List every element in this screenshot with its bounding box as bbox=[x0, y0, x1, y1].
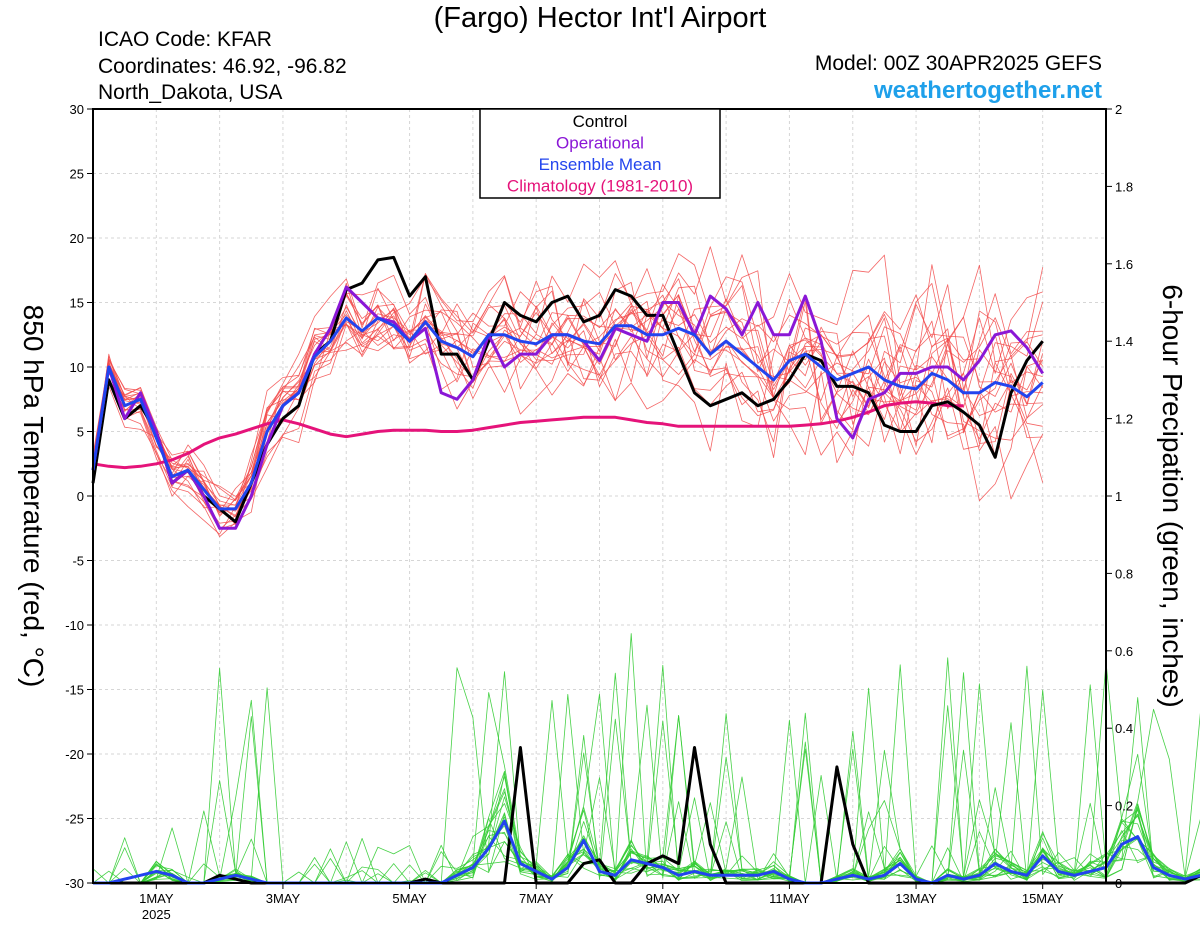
temp-member-line bbox=[92, 294, 1043, 501]
y-left-tick-label: -10 bbox=[65, 618, 84, 633]
x-tick-label: 7MAY bbox=[519, 891, 554, 906]
y-right-tick-label: 1.4 bbox=[1115, 334, 1133, 349]
y-left-tick-label: 0 bbox=[77, 489, 84, 504]
x-tick-label: 1MAY bbox=[139, 891, 174, 906]
precip-control-line bbox=[93, 746, 1200, 885]
legend-item: Control bbox=[573, 112, 628, 131]
precip-member-line bbox=[93, 667, 1200, 884]
x-tick-label: 9MAY bbox=[646, 891, 681, 906]
y-right-tick-label: 2 bbox=[1115, 102, 1122, 117]
x-tick-label: 15MAY bbox=[1022, 891, 1064, 906]
temp-operational-line bbox=[91, 285, 1044, 530]
temp-control-line bbox=[91, 255, 1044, 524]
y-left-tick-label: -20 bbox=[65, 747, 84, 762]
y-left-tick-label: 20 bbox=[70, 231, 84, 246]
temp-mean-line bbox=[91, 316, 1044, 511]
model-run: Model: 00Z 30APR2025 GEFS bbox=[814, 52, 1102, 75]
x-tick-label: 11MAY bbox=[769, 891, 810, 906]
chart-title: (Fargo) Hector Int'l Airport bbox=[433, 2, 767, 34]
legend-box bbox=[479, 108, 721, 199]
precip-member-line bbox=[93, 672, 1200, 884]
temp-member-line bbox=[92, 260, 1043, 538]
y-left-tick-label: 10 bbox=[70, 360, 84, 375]
y-right-tick-label: 1.6 bbox=[1115, 257, 1133, 272]
y-left-tick-label: -30 bbox=[65, 876, 84, 891]
x-tick-label: 3MAY bbox=[266, 891, 301, 906]
precip-member-line bbox=[93, 657, 1200, 884]
y-right-tick-label: 0 bbox=[1115, 876, 1122, 891]
y-left-tick-label: -25 bbox=[65, 812, 84, 827]
x-tick-label: 13MAY bbox=[895, 891, 937, 906]
temp-member-line bbox=[92, 246, 1044, 517]
y-left-tick-label: 15 bbox=[70, 296, 84, 311]
y-right-tick-label: 0.4 bbox=[1115, 721, 1133, 736]
legend-item: Operational bbox=[556, 134, 644, 153]
precip-member-line bbox=[93, 667, 1200, 884]
y-left-tick-label: 30 bbox=[70, 102, 84, 117]
y-left-tick-label: -5 bbox=[72, 554, 84, 569]
precip-member-line bbox=[92, 672, 1200, 884]
region: North_Dakota, USA bbox=[98, 81, 283, 104]
precip-member-line bbox=[93, 664, 1200, 884]
temp-member-line bbox=[92, 267, 1044, 512]
y-right-tick-label: 1 bbox=[1115, 489, 1122, 504]
icao-code: ICAO Code: KFAR bbox=[98, 28, 272, 51]
y-right-tick-label: 1.8 bbox=[1115, 179, 1133, 194]
y-right-tick-label: 0.8 bbox=[1115, 566, 1133, 581]
precip-member-line bbox=[93, 671, 1200, 884]
coordinates: Coordinates: 46.92, -96.82 bbox=[98, 55, 347, 78]
precip-member-line bbox=[93, 664, 1200, 884]
legend-item: Climatology (1981-2010) bbox=[507, 177, 693, 196]
precip-member-line bbox=[92, 661, 1200, 884]
y-left-tick-label: -15 bbox=[65, 683, 84, 698]
legend-item: Ensemble Mean bbox=[539, 155, 662, 174]
climatology-line bbox=[92, 400, 964, 470]
y-right-tick-label: 0.2 bbox=[1115, 799, 1133, 814]
precip-member-line bbox=[93, 633, 1200, 884]
x-tick-label: 5MAY bbox=[392, 891, 427, 906]
x-tick-sublabel: 2025 bbox=[142, 907, 171, 922]
website-link[interactable]: weathertogether.net bbox=[873, 77, 1102, 104]
y-right-tick-label: 0.6 bbox=[1115, 644, 1133, 659]
y-left-tick-label: 5 bbox=[77, 425, 84, 440]
y-left-tick-label: 25 bbox=[70, 167, 84, 182]
temp-member-line bbox=[92, 284, 1043, 524]
y-right-tick-label: 1.2 bbox=[1115, 412, 1133, 427]
